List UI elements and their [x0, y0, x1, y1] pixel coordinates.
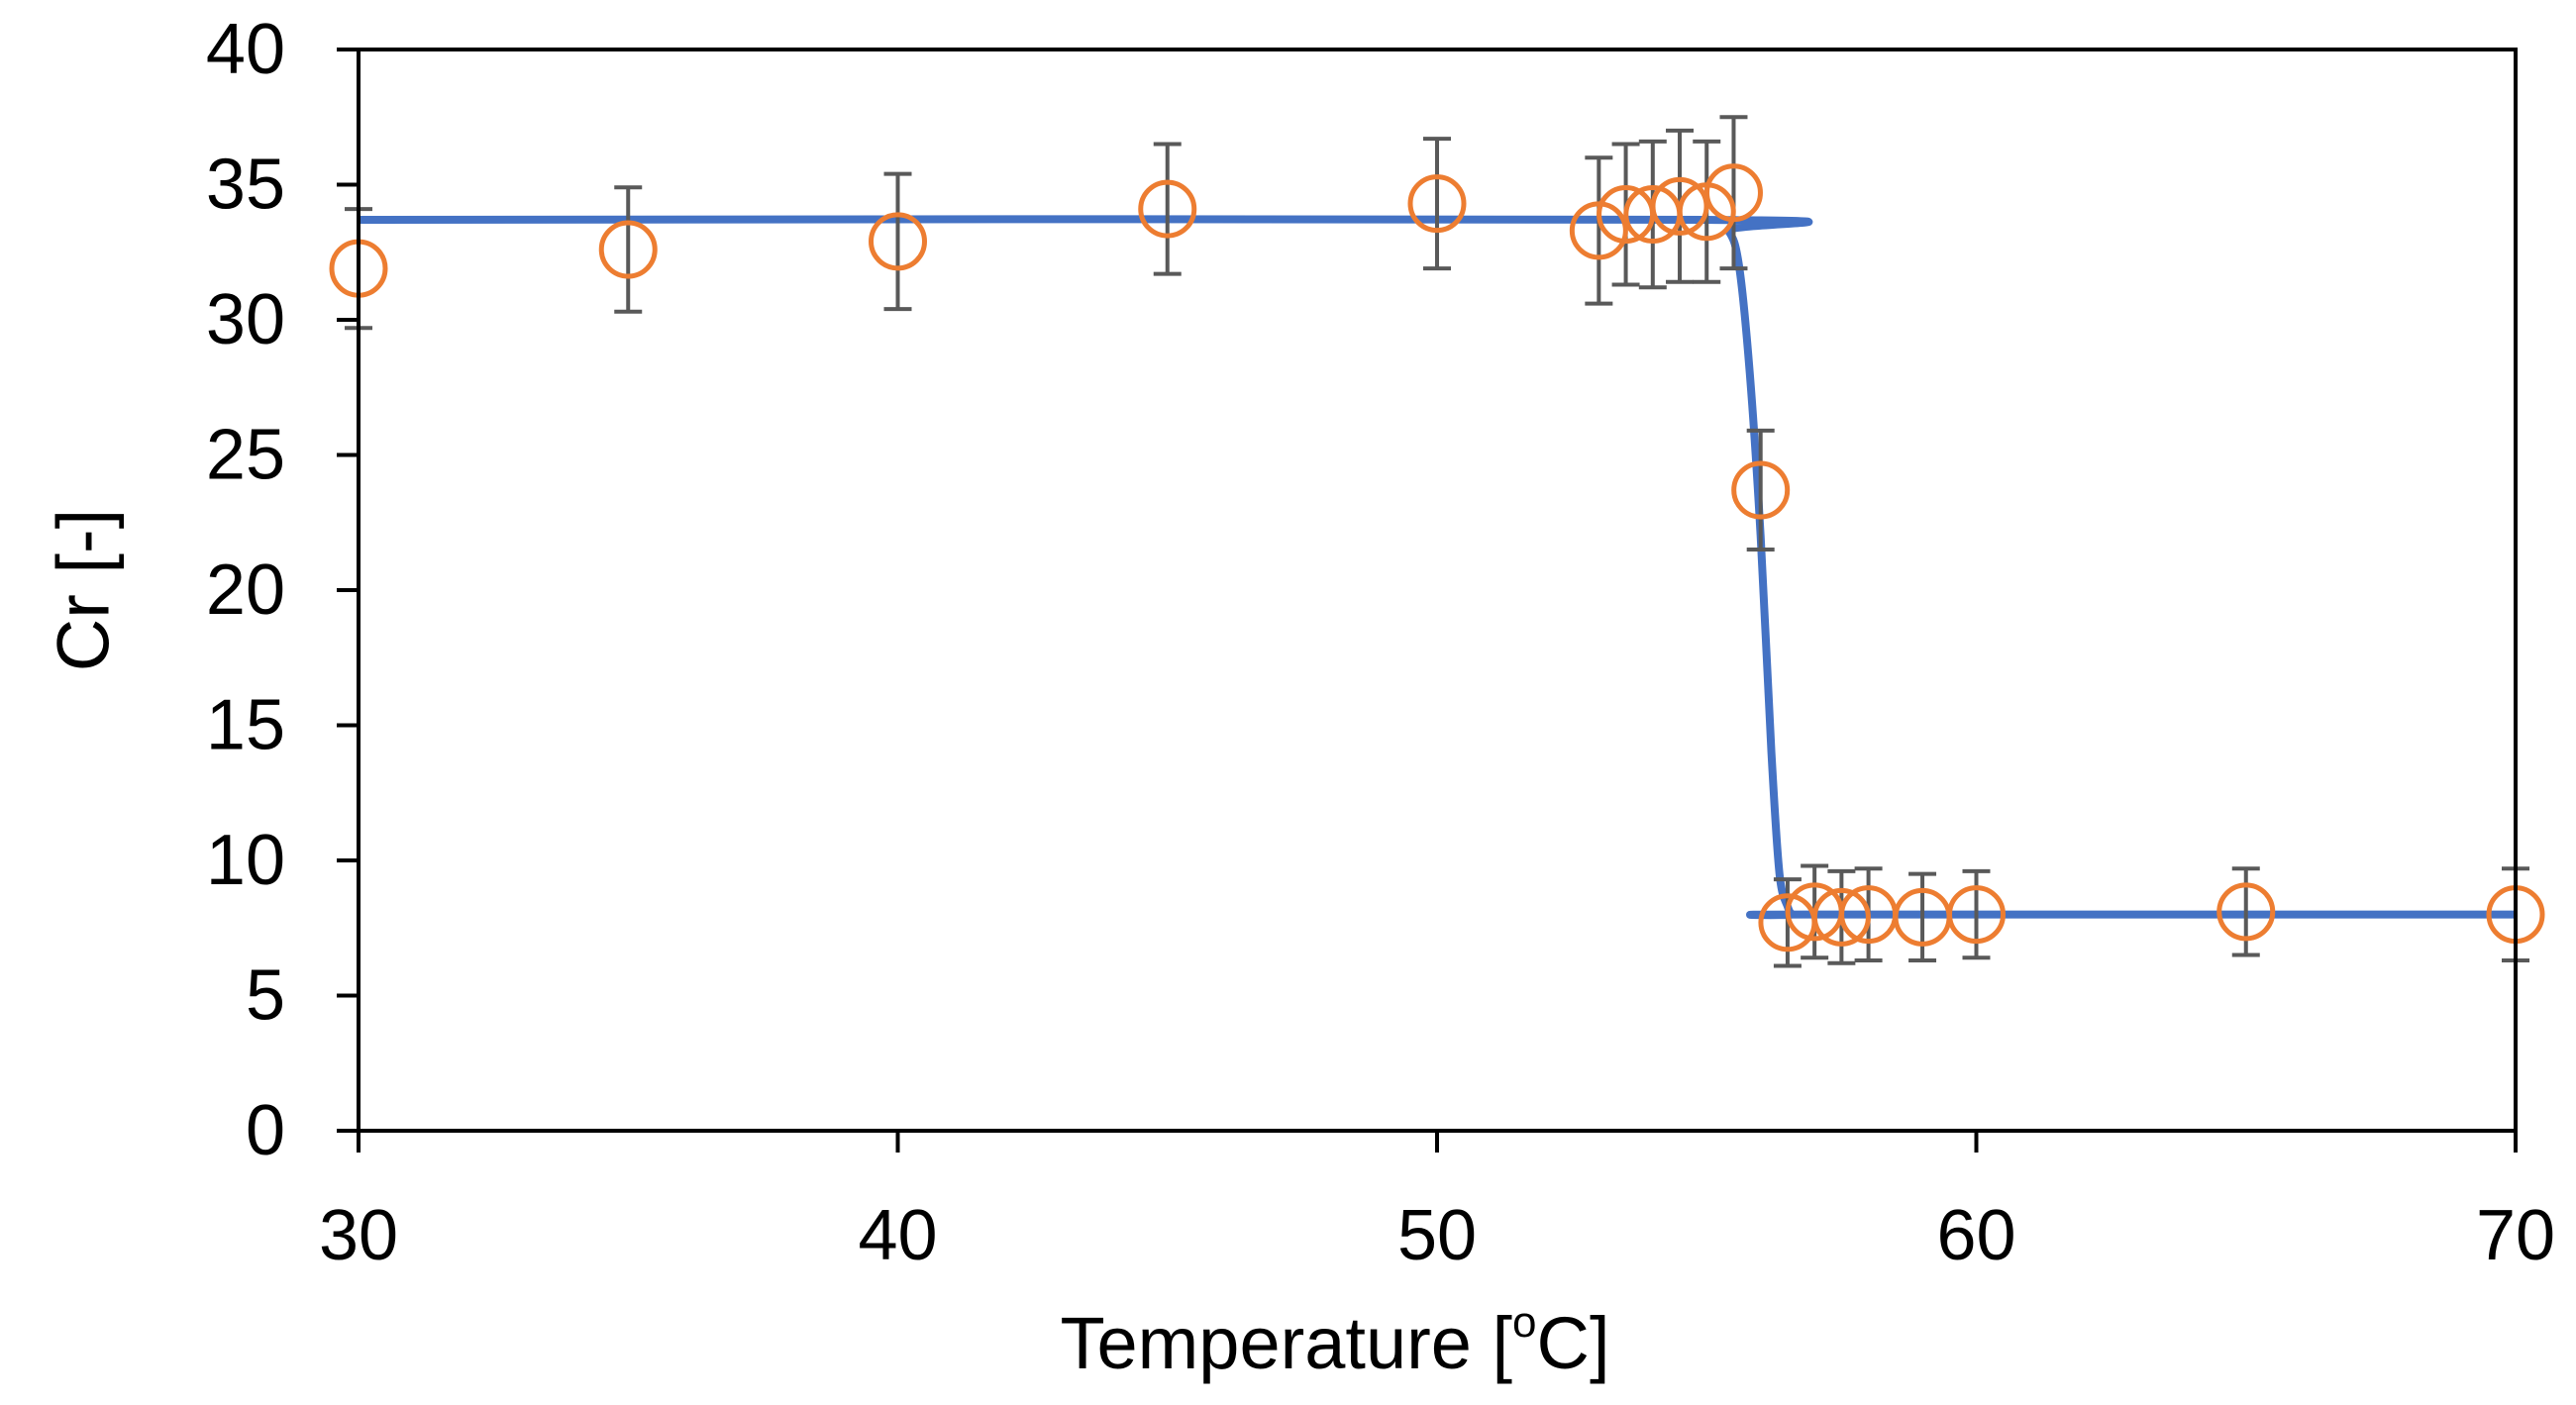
y-tick-label: 10	[206, 821, 285, 900]
x-axis-title-tail: C]	[1537, 1302, 1610, 1384]
data-point-marker	[1703, 163, 1763, 223]
x-axis-title-sup: o	[1512, 1298, 1536, 1347]
data-point-marker	[1811, 887, 1871, 947]
y-axis-title: Cr [-]	[43, 509, 125, 671]
y-tick-label: 30	[206, 280, 285, 359]
y-tick-label: 20	[206, 551, 285, 630]
fit-curve-layer	[358, 215, 2516, 920]
plot-area-frame	[357, 48, 2518, 1133]
marker-layer	[329, 163, 2545, 953]
y-tick-label: 25	[206, 416, 285, 495]
x-tick-label: 40	[858, 1196, 937, 1275]
data-point-marker	[1650, 176, 1709, 236]
data-point-marker	[598, 220, 658, 279]
y-tick-label: 5	[246, 956, 285, 1036]
x-tick-label: 70	[2476, 1196, 2555, 1275]
y-tick-label: 35	[206, 146, 285, 225]
x-axis-title: Temperature [oC]	[1060, 1298, 1609, 1384]
data-point-marker	[1731, 460, 1791, 520]
x-tick-label: 50	[1397, 1196, 1477, 1275]
data-point-marker	[869, 212, 927, 271]
y-axis-ticks: 0 5 10 15 20 25 30 35 40	[206, 10, 359, 1170]
y-tick-label: 0	[246, 1091, 285, 1170]
fit-curve-line	[358, 215, 2516, 920]
x-axis-ticks: 30 40 50 60 70	[319, 1131, 2555, 1275]
x-tick-label: 30	[319, 1196, 398, 1275]
x-axis-title-main: Temperature [	[1060, 1302, 1512, 1384]
error-bar-layer	[345, 115, 2529, 968]
data-point-marker	[2216, 882, 2276, 942]
data-point-marker	[1947, 885, 2006, 945]
data-point-marker	[1138, 179, 1197, 239]
x-tick-label: 60	[1936, 1196, 2015, 1275]
y-tick-label: 15	[206, 686, 285, 765]
data-point-marker	[1407, 174, 1467, 234]
y-tick-label: 40	[206, 10, 285, 89]
